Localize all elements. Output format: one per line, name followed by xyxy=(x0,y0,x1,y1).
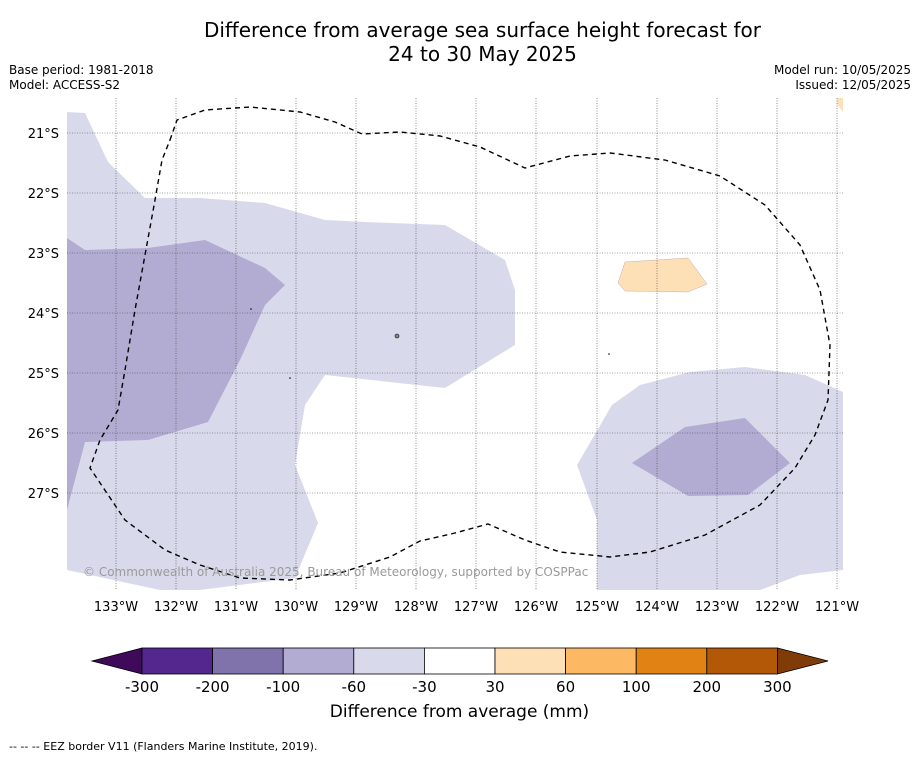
colorbar-segment xyxy=(353,647,425,675)
island-marker xyxy=(608,353,610,355)
anomaly-region-medium-west xyxy=(67,238,285,510)
longitude-label: 129°W xyxy=(334,600,378,615)
colorbar-tick-label: -60 xyxy=(342,678,367,696)
colorbar-title: Difference from average (mm) xyxy=(329,702,590,722)
colorbar-tick-label: 200 xyxy=(692,678,721,696)
latitude-label: 23°S xyxy=(28,247,59,262)
longitude-label: 124°W xyxy=(635,600,679,615)
title-line-1: Difference from average sea surface heig… xyxy=(203,18,762,42)
longitude-label: 133°W xyxy=(94,600,138,615)
colorbar-segment xyxy=(212,647,284,675)
colorbar-tick-label: -30 xyxy=(412,678,437,696)
graticule xyxy=(67,98,843,590)
model-run: Model run: 10/05/2025 xyxy=(773,63,911,77)
anomaly-region-positive-corner xyxy=(837,98,843,112)
colorbar-extend-high xyxy=(777,647,829,675)
anomaly-region-light-west xyxy=(67,112,515,590)
latitude-label: 21°S xyxy=(28,127,59,142)
title-line-2: 24 to 30 May 2025 xyxy=(388,42,577,66)
meta-right: Model run: 10/05/2025 Issued: 12/05/2025 xyxy=(774,63,911,93)
base-period: Base period: 1981-2018 xyxy=(9,63,154,77)
colorbar-segment xyxy=(141,647,213,675)
colorbar-segment xyxy=(494,647,566,675)
longitude-label: 123°W xyxy=(695,600,739,615)
longitude-labels: 133°W 132°W 131°W 130°W 129°W 128°W 127°W 126°W… xyxy=(94,600,859,615)
colorbar-tick-label: 100 xyxy=(622,678,651,696)
colorbar-segment xyxy=(565,647,637,675)
colorbar-segment xyxy=(706,647,778,675)
longitude-label: 122°W xyxy=(755,600,799,615)
colorbar-tick-label: -300 xyxy=(125,678,159,696)
map-title: Difference from average sea surface heig… xyxy=(0,18,919,66)
model-name: Model: ACCESS-S2 xyxy=(9,78,121,92)
island-marker xyxy=(289,377,291,379)
meta-left: Base period: 1981-2018 Model: ACCESS-S2 xyxy=(9,63,154,93)
colorbar-tick-label: -200 xyxy=(196,678,230,696)
longitude-label: 131°W xyxy=(214,600,258,615)
anomaly-region-positive xyxy=(617,257,708,293)
colorbar-tick-label: 300 xyxy=(763,678,792,696)
map-area xyxy=(67,98,843,590)
latitude-labels: 21°S 22°S 23°S 24°S 25°S 26°S 27°S xyxy=(28,127,59,502)
latitude-label: 25°S xyxy=(28,367,59,382)
longitude-label: 121°W xyxy=(815,600,859,615)
eez-border xyxy=(89,106,831,581)
colorbar-tick-label: 30 xyxy=(485,678,504,696)
colorbar-tick-label: -100 xyxy=(266,678,300,696)
eez-legend-note: -- -- -- EEZ border V11 (Flanders Marine… xyxy=(9,740,318,753)
issued-date: Issued: 12/05/2025 xyxy=(795,78,911,92)
anomaly-region-medium-east xyxy=(632,418,790,496)
longitude-label: 132°W xyxy=(154,600,198,615)
latitude-label: 27°S xyxy=(28,487,59,502)
longitude-label: 127°W xyxy=(454,600,498,615)
colorbar: -300 -200 -100 -60 -30 30 60 100 200 300 xyxy=(90,647,829,696)
island-marker xyxy=(250,308,252,310)
latitude-label: 22°S xyxy=(28,187,59,202)
colorbar-segment xyxy=(282,647,355,675)
longitude-label: 125°W xyxy=(575,600,619,615)
colorbar-segment xyxy=(423,647,496,675)
longitude-label: 126°W xyxy=(514,600,558,615)
longitude-label: 130°W xyxy=(274,600,318,615)
latitude-label: 26°S xyxy=(28,427,59,442)
colorbar-extend-low xyxy=(90,647,143,675)
copyright-text: © Commonwealth of Australia 2025, Bureau… xyxy=(83,565,589,579)
island-marker xyxy=(394,333,400,339)
longitude-label: 128°W xyxy=(394,600,438,615)
colorbar-tick-label: 60 xyxy=(556,678,575,696)
latitude-label: 24°S xyxy=(28,307,59,322)
colorbar-segment xyxy=(635,647,708,675)
